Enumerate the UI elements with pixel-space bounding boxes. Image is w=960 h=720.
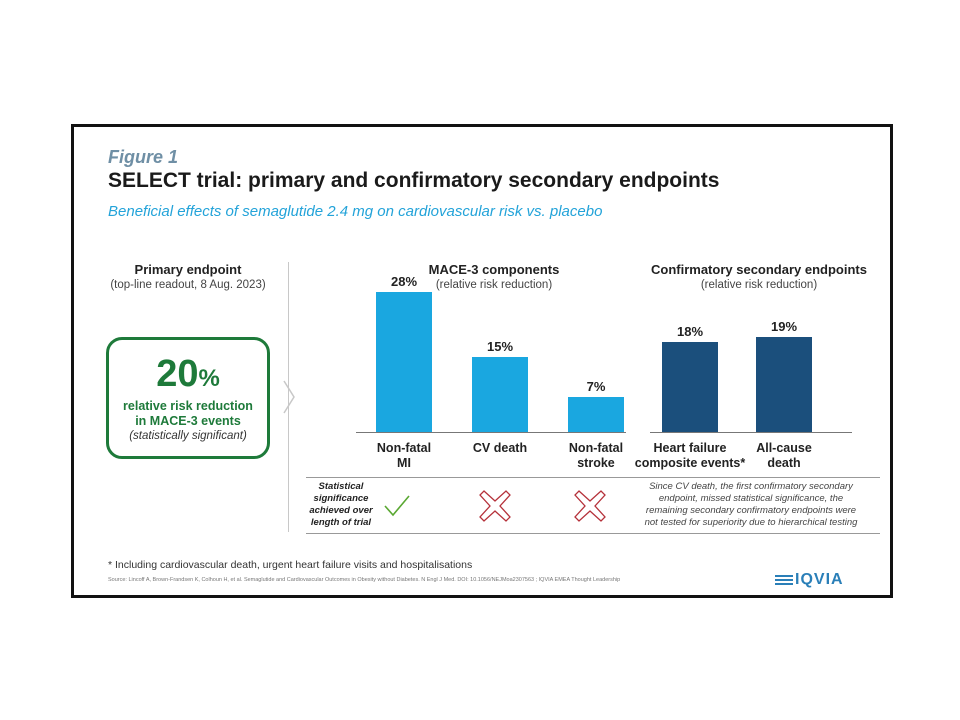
category-label: stroke — [577, 456, 615, 470]
primary-subheader: (top-line readout, 8 Aug. 2023) — [110, 279, 266, 291]
page-subtitle: Beneficial effects of semaglutide 2.4 mg… — [108, 203, 603, 220]
primary-value: 20% — [156, 353, 220, 395]
bar — [376, 292, 432, 432]
bar — [472, 357, 528, 432]
category-label: death — [767, 456, 800, 470]
primary-significance: (statistically significant) — [129, 430, 247, 442]
bar-value-label: 15% — [487, 339, 513, 354]
category-label: Non-fatal — [377, 441, 431, 455]
primary-header: Primary endpoint — [134, 262, 242, 277]
table-bottom-line — [306, 533, 880, 534]
figure-label: Figure 1 — [108, 147, 179, 167]
bar-value-label: 18% — [677, 324, 703, 339]
primary-line1: relative risk reduction — [123, 399, 253, 413]
source-citation: Source: Lincoff A, Brown-Frandsen K, Col… — [108, 577, 621, 583]
category-label: All-cause — [756, 441, 812, 455]
bar-value-label: 28% — [391, 274, 417, 289]
cross-icon — [479, 490, 511, 522]
secondary-header: Confirmatory secondary endpoints — [651, 262, 867, 277]
table-top-line — [306, 477, 880, 478]
category-label: Heart failure — [654, 441, 727, 455]
mace-header: MACE-3 components — [428, 262, 560, 277]
bar — [756, 337, 812, 432]
bar-value-label: 7% — [587, 379, 606, 394]
mace-subheader: (relative risk reduction) — [435, 279, 553, 291]
iqvia-logo: IQVIA — [775, 571, 844, 589]
footnote: * Including cardiovascular death, urgent… — [108, 559, 473, 571]
bar — [662, 342, 718, 432]
bar — [568, 397, 624, 432]
cross-icon — [574, 490, 606, 522]
figure-frame: Figure 1 SELECT trial: primary and confi… — [71, 124, 893, 598]
primary-endpoint-box: 20% relative risk reduction in MACE-3 ev… — [106, 337, 270, 459]
category-label: Non-fatal — [569, 441, 623, 455]
check-icon — [384, 495, 410, 517]
bar-value-label: 19% — [771, 319, 797, 334]
significance-row-label: Statistical significance achieved over l… — [309, 481, 373, 528]
category-label: composite events* — [635, 456, 746, 470]
page-title: SELECT trial: primary and confirmatory s… — [108, 169, 720, 192]
secondary-subheader: (relative risk reduction) — [700, 279, 818, 291]
chevron-right-icon — [283, 380, 295, 414]
section-divider — [288, 262, 289, 532]
primary-line2: in MACE-3 events — [135, 414, 241, 428]
category-label: MI — [397, 456, 411, 470]
category-label: CV death — [473, 441, 527, 455]
secondary-axis-line — [650, 432, 852, 433]
hierarchical-testing-note: Since CV death, the first confirmatory s… — [644, 481, 858, 528]
mace-axis-line — [356, 432, 626, 433]
